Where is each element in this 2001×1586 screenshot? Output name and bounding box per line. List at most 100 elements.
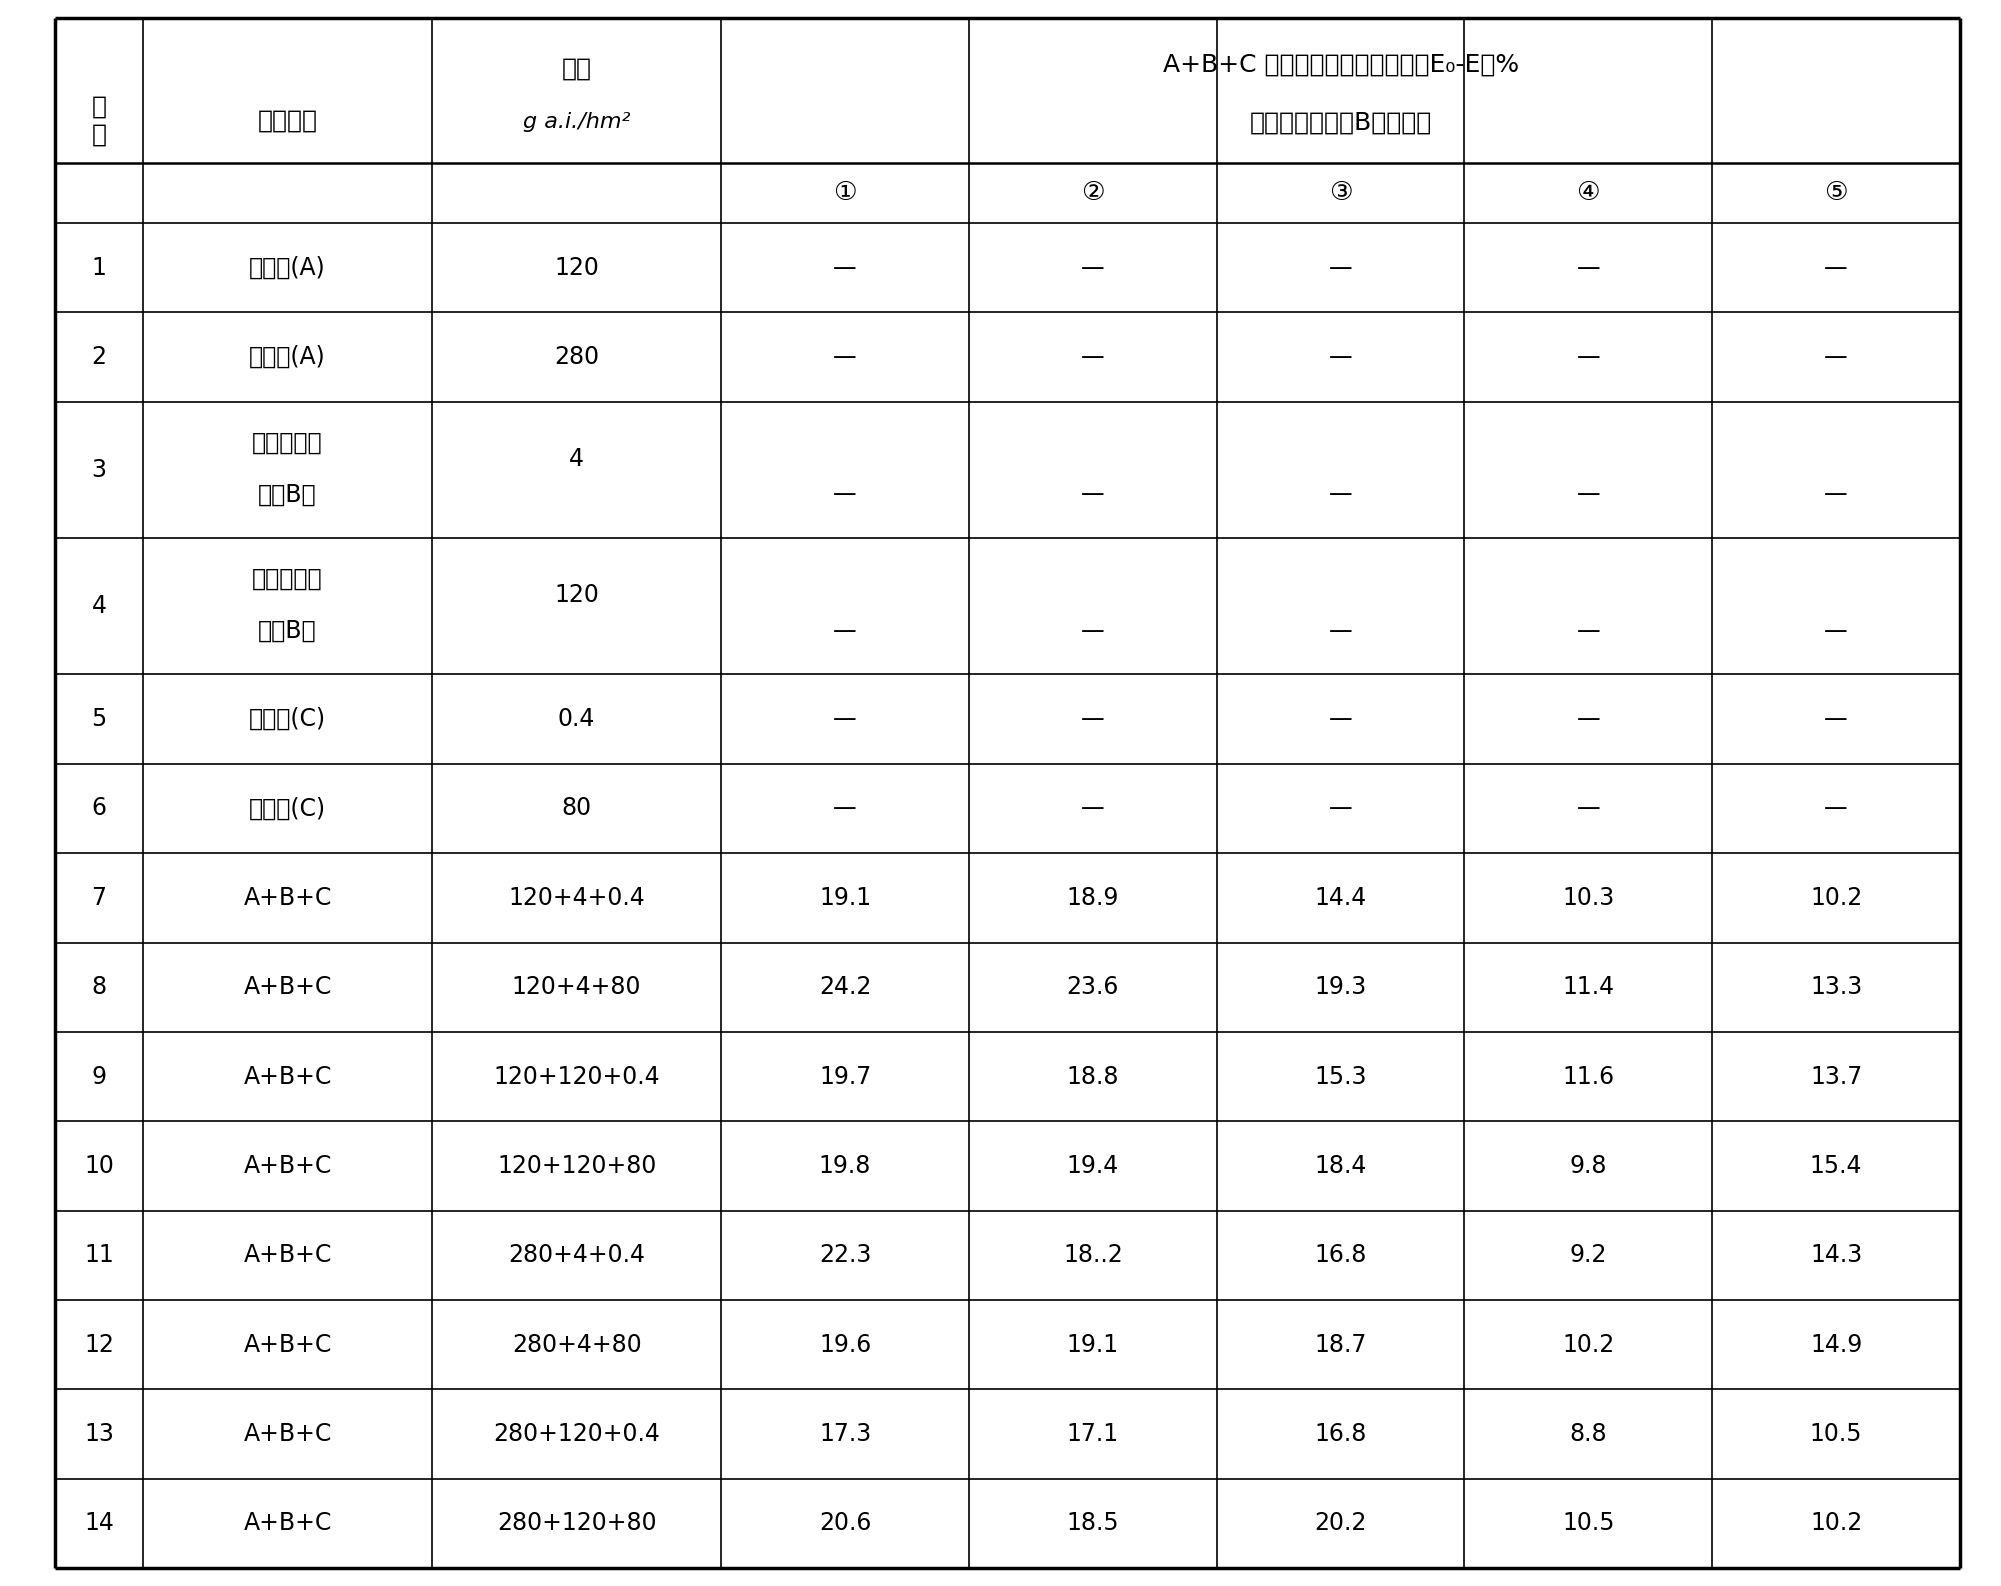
- Text: 剂（B）: 剂（B）: [258, 482, 316, 506]
- Text: —: —: [1081, 707, 1105, 731]
- Text: A+B+C: A+B+C: [244, 1332, 332, 1356]
- Text: 唹草酮(C): 唹草酮(C): [248, 707, 326, 731]
- Text: 17.1: 17.1: [1067, 1423, 1119, 1446]
- Text: 14.9: 14.9: [1811, 1332, 1863, 1356]
- Text: —: —: [1577, 482, 1601, 506]
- Text: 8.8: 8.8: [1569, 1423, 1607, 1446]
- Text: 10.2: 10.2: [1811, 887, 1863, 910]
- Text: —: —: [1081, 796, 1105, 820]
- Text: —: —: [832, 707, 856, 731]
- Text: —: —: [832, 255, 856, 279]
- Text: 10.3: 10.3: [1563, 887, 1615, 910]
- Text: 17.3: 17.3: [818, 1423, 870, 1446]
- Text: 280+4+80: 280+4+80: [512, 1332, 642, 1356]
- Text: —: —: [1577, 796, 1601, 820]
- Text: —: —: [1329, 796, 1353, 820]
- Text: —: —: [1329, 255, 1353, 279]
- Text: —: —: [1825, 346, 1849, 370]
- Text: 120+120+0.4: 120+120+0.4: [494, 1064, 660, 1088]
- Text: A+B+C: A+B+C: [244, 1511, 332, 1535]
- Text: —: —: [1081, 482, 1105, 506]
- Text: A+B+C: A+B+C: [244, 1243, 332, 1267]
- Text: 14.4: 14.4: [1315, 887, 1367, 910]
- Text: —: —: [1081, 255, 1105, 279]
- Text: —: —: [1329, 482, 1353, 506]
- Text: —: —: [1577, 707, 1601, 731]
- Text: 23.6: 23.6: [1067, 975, 1119, 999]
- Text: 19.8: 19.8: [818, 1155, 870, 1178]
- Text: 18.7: 18.7: [1315, 1332, 1367, 1356]
- Text: 19.4: 19.4: [1067, 1155, 1119, 1178]
- Text: 120+120+80: 120+120+80: [496, 1155, 656, 1178]
- Text: 10.2: 10.2: [1811, 1511, 1863, 1535]
- Text: 19.7: 19.7: [818, 1064, 870, 1088]
- Text: 剂量: 剂量: [562, 57, 592, 81]
- Text: 14: 14: [84, 1511, 114, 1535]
- Text: 15.3: 15.3: [1315, 1064, 1367, 1088]
- Text: 20.6: 20.6: [818, 1511, 870, 1535]
- Text: 19.1: 19.1: [818, 887, 870, 910]
- Text: 8: 8: [92, 975, 106, 999]
- Text: 9: 9: [92, 1064, 106, 1088]
- Text: 13: 13: [84, 1423, 114, 1446]
- Text: —: —: [1081, 619, 1105, 642]
- Text: 10.5: 10.5: [1563, 1511, 1615, 1535]
- Text: —: —: [1825, 255, 1849, 279]
- Text: 19.1: 19.1: [1067, 1332, 1119, 1356]
- Text: 5: 5: [92, 707, 106, 731]
- Text: —: —: [1577, 346, 1601, 370]
- Text: 10.2: 10.2: [1563, 1332, 1615, 1356]
- Text: 18.5: 18.5: [1067, 1511, 1119, 1535]
- Text: 10.5: 10.5: [1809, 1423, 1863, 1446]
- Text: ③: ③: [1329, 179, 1353, 206]
- Text: 6: 6: [92, 796, 106, 820]
- Text: —: —: [1825, 796, 1849, 820]
- Text: 4: 4: [92, 595, 106, 619]
- Text: —: —: [1825, 619, 1849, 642]
- Text: 激素型除草: 激素型除草: [252, 431, 322, 455]
- Text: 4: 4: [568, 447, 584, 471]
- Text: 19.3: 19.3: [1315, 975, 1367, 999]
- Text: 24.2: 24.2: [818, 975, 870, 999]
- Text: g a.i./hm²: g a.i./hm²: [522, 113, 630, 132]
- Text: 20.2: 20.2: [1315, 1511, 1367, 1535]
- Text: 280+4+0.4: 280+4+0.4: [508, 1243, 644, 1267]
- Text: 16.8: 16.8: [1315, 1243, 1367, 1267]
- Text: —: —: [1329, 619, 1353, 642]
- Text: —: —: [1329, 707, 1353, 731]
- Text: 280: 280: [554, 346, 598, 370]
- Text: ②: ②: [1081, 179, 1105, 206]
- Text: 10: 10: [84, 1155, 114, 1178]
- Text: 280+120+80: 280+120+80: [496, 1511, 656, 1535]
- Text: 18.9: 18.9: [1067, 887, 1119, 910]
- Text: A+B+C 混剂处理的存活率差值（E₀-E）%: A+B+C 混剂处理的存活率差值（E₀-E）%: [1163, 52, 1519, 76]
- Text: 18.4: 18.4: [1315, 1155, 1367, 1178]
- Text: —: —: [1081, 346, 1105, 370]
- Text: 18.8: 18.8: [1067, 1064, 1119, 1088]
- Text: 激素型除草剂（B）的种类: 激素型除草剂（B）的种类: [1249, 111, 1433, 135]
- Text: —: —: [1329, 346, 1353, 370]
- Text: 13.7: 13.7: [1811, 1064, 1863, 1088]
- Text: 11.4: 11.4: [1563, 975, 1615, 999]
- Text: 12: 12: [84, 1332, 114, 1356]
- Text: 120+4+0.4: 120+4+0.4: [508, 887, 644, 910]
- Text: —: —: [1577, 619, 1601, 642]
- Text: 19.6: 19.6: [818, 1332, 870, 1356]
- Text: 120: 120: [554, 255, 598, 279]
- Text: 120+4+80: 120+4+80: [512, 975, 642, 999]
- Text: 2: 2: [92, 346, 106, 370]
- Text: 激素型除草: 激素型除草: [252, 568, 322, 592]
- Text: 16.8: 16.8: [1315, 1423, 1367, 1446]
- Text: —: —: [832, 482, 856, 506]
- Text: A+B+C: A+B+C: [244, 975, 332, 999]
- Text: 9.8: 9.8: [1569, 1155, 1607, 1178]
- Text: 3: 3: [92, 458, 106, 482]
- Text: 14.3: 14.3: [1811, 1243, 1863, 1267]
- Text: A+B+C: A+B+C: [244, 1064, 332, 1088]
- Text: 草甘膞(A): 草甘膞(A): [250, 346, 326, 370]
- Text: 120: 120: [554, 584, 598, 607]
- Text: —: —: [1577, 255, 1601, 279]
- Text: 0.4: 0.4: [558, 707, 596, 731]
- Text: —: —: [1825, 707, 1849, 731]
- Text: 11.6: 11.6: [1563, 1064, 1615, 1088]
